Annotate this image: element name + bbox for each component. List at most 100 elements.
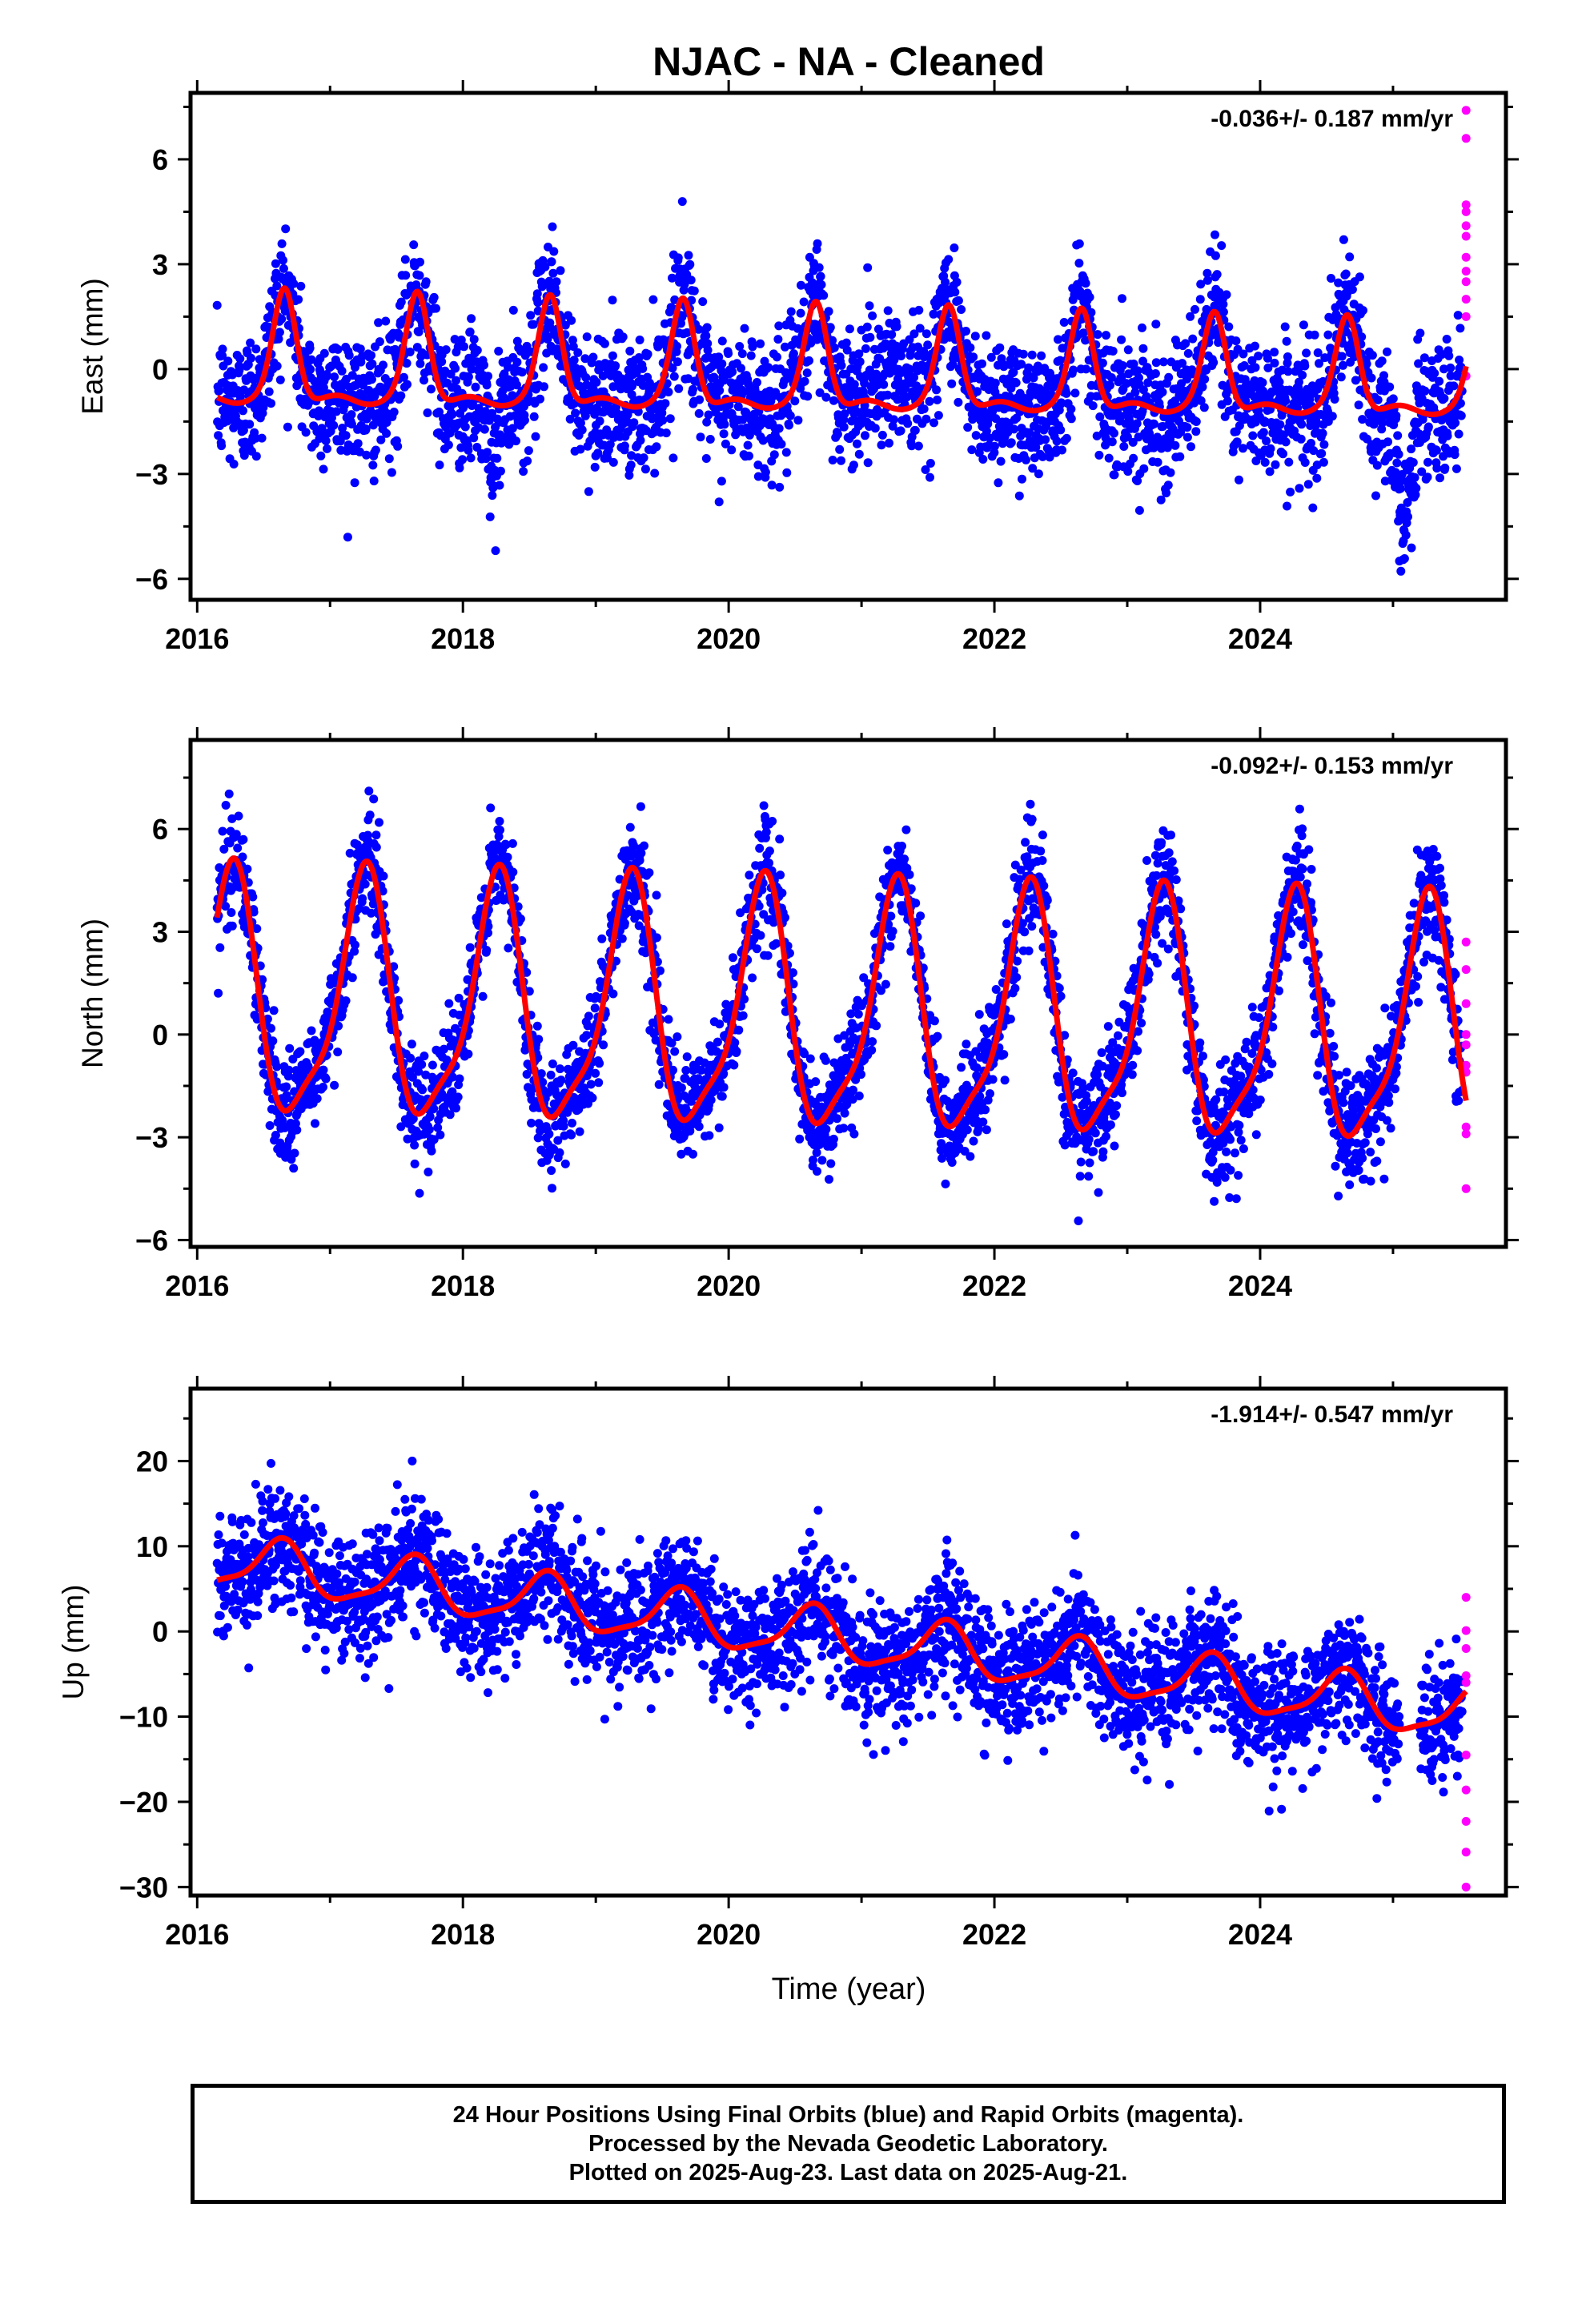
final-point [715,386,725,396]
final-point [1408,458,1418,467]
final-point [909,329,919,339]
final-point [1266,444,1275,453]
final-point [568,1040,578,1050]
final-point [454,993,464,1003]
final-point [813,239,822,248]
figure-title: NJAC - NA - Cleaned [652,39,1045,84]
final-point [594,1078,604,1088]
final-point [1299,320,1308,330]
final-point [512,336,522,346]
final-point [887,330,897,340]
final-point [1191,417,1201,426]
final-point [399,372,408,382]
final-point [677,1149,686,1159]
final-point [362,450,371,460]
final-point [527,1118,536,1128]
final-point [954,296,963,305]
final-point [733,402,743,412]
final-point [868,311,877,320]
final-point [1031,443,1041,452]
final-point [837,456,845,465]
final-point [576,444,585,454]
y-tick-label: −3 [135,458,168,491]
final-point [568,1118,576,1128]
final-point [1134,373,1143,383]
final-point [720,376,729,385]
final-point [819,291,829,300]
final-point [524,987,534,996]
final-point [1281,396,1291,406]
final-point [376,435,386,444]
final-point [219,844,229,854]
final-point [623,891,632,900]
final-point [418,1085,428,1095]
final-point [1162,489,1171,498]
final-point [1385,382,1395,392]
final-point [1098,358,1107,368]
final-point [719,429,729,439]
final-point [737,349,747,359]
final-point [319,1065,328,1075]
final-point [1074,239,1084,248]
x-tick-label: 2018 [431,622,495,655]
final-point [1393,431,1403,440]
final-point [639,453,648,463]
final-point [738,1011,748,1020]
final-point [703,345,713,355]
final-point [828,456,837,464]
final-point [544,276,554,286]
final-point [1298,370,1307,380]
final-point [934,411,943,420]
final-point [360,879,370,889]
final-point [921,414,931,424]
final-point [221,902,231,911]
final-point [595,416,604,426]
final-point [1055,356,1065,365]
final-point [673,1032,682,1042]
final-point [1270,348,1279,357]
final-point [863,263,873,272]
final-point [970,332,980,341]
final-point [668,364,677,373]
final-point [654,1080,664,1089]
final-point [909,372,918,382]
final-point [415,1188,424,1198]
final-point [512,380,521,390]
final-point [1164,372,1174,382]
x-tick-label: 2016 [165,622,229,655]
final-point [817,280,826,289]
final-point [661,428,671,438]
final-point [350,947,359,956]
final-point [379,360,387,370]
final-point [608,457,618,467]
final-point [394,995,404,1005]
final-point [268,1036,278,1046]
final-point [682,328,692,337]
final-point [865,365,874,375]
final-point [1383,347,1391,356]
final-point [1337,352,1347,361]
final-point [271,259,280,268]
final-point [1052,436,1062,446]
final-point [312,1094,322,1104]
final-point [455,463,464,472]
final-point [484,372,492,381]
final-point [687,296,697,305]
final-point [969,352,978,362]
final-point [1058,445,1066,455]
rapid-point [1461,312,1471,321]
final-point [1310,330,1319,340]
final-point [1232,437,1242,447]
final-point [565,414,575,424]
final-point [484,928,492,938]
final-point [1093,330,1102,340]
final-point [1357,332,1367,342]
final-point [855,357,865,367]
final-point [345,848,355,858]
final-point [973,387,982,396]
final-point [684,251,693,260]
final-point [251,344,261,354]
final-point [245,420,255,429]
final-point [1211,230,1219,239]
final-point [1388,394,1398,404]
